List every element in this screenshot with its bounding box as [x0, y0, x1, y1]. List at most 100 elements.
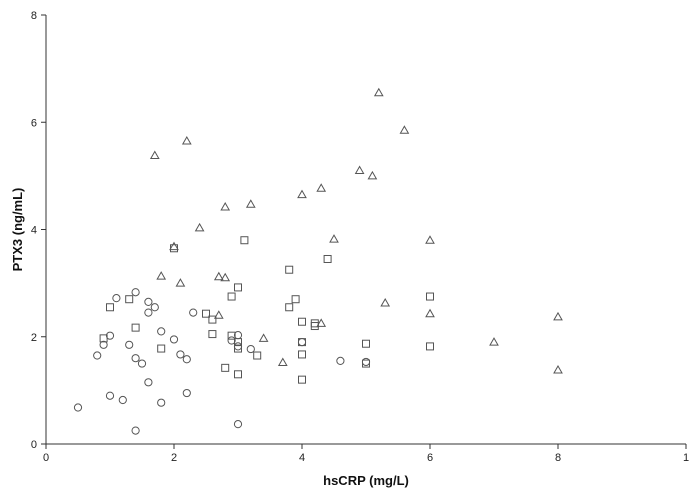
circle-point — [99, 340, 108, 349]
y-tick-label: 6 — [31, 117, 37, 129]
triangle-point — [149, 150, 160, 159]
circle-point — [137, 359, 147, 368]
circle-point — [227, 336, 236, 345]
triangle-point — [425, 308, 435, 318]
x-tick-label: 8 — [555, 452, 561, 464]
square-point — [426, 342, 434, 351]
square-point — [106, 303, 114, 312]
circle-point — [112, 294, 121, 303]
square-point — [298, 338, 306, 347]
square-point — [157, 344, 166, 353]
square-point — [99, 334, 108, 343]
square-point — [298, 317, 306, 326]
square-point — [234, 344, 242, 353]
circle-point — [73, 403, 83, 412]
circle-point — [189, 308, 198, 317]
triangle-point — [297, 189, 307, 199]
triangle-point — [553, 311, 563, 321]
triangle-point — [425, 235, 435, 244]
triangle-point — [175, 278, 186, 287]
circle-point — [233, 342, 243, 351]
triangle-point — [316, 318, 327, 327]
triangle-point — [245, 199, 256, 208]
x-tick-label: 4 — [299, 452, 305, 464]
triangle-point — [373, 87, 384, 97]
square-point — [125, 295, 134, 304]
circle-point — [361, 357, 371, 367]
square-point — [285, 265, 294, 274]
square-point — [234, 370, 242, 379]
circle-point — [131, 426, 140, 435]
square-point — [227, 292, 236, 301]
circle-point — [144, 378, 153, 387]
triangle-point — [380, 297, 391, 307]
y-axis-title: PTX3 (ng/mL) — [10, 188, 25, 272]
triangle-point — [220, 272, 231, 282]
square-point — [170, 244, 178, 253]
circle-point — [169, 335, 179, 344]
circle-point — [233, 420, 243, 429]
square-point — [362, 359, 370, 368]
triangle-point — [213, 271, 224, 281]
square-point — [208, 330, 217, 339]
triangle-point — [181, 136, 192, 145]
triangle-point — [354, 165, 365, 175]
circle-point — [105, 331, 115, 340]
circle-point — [246, 344, 255, 354]
square-point — [240, 236, 249, 245]
square-point — [285, 303, 294, 312]
square-point — [202, 309, 210, 318]
y-tick-label: 4 — [31, 225, 37, 237]
circle-point — [150, 303, 159, 312]
square-point — [253, 351, 262, 360]
triangle-point — [329, 234, 339, 243]
triangle-point — [553, 364, 563, 374]
triangle-point — [258, 333, 269, 342]
triangle-point — [277, 357, 288, 366]
circle-point — [125, 340, 134, 349]
triangle-point — [220, 201, 231, 211]
x-axis-title: hsCRP (mg/L) — [323, 473, 409, 488]
circle-point — [118, 395, 127, 405]
triangle-point — [367, 170, 378, 180]
circle-point — [131, 354, 140, 363]
triangle-point — [213, 310, 224, 319]
axes — [41, 14, 687, 449]
square-point — [362, 339, 370, 348]
triangle-point — [156, 271, 167, 280]
circle-point — [336, 356, 345, 365]
square-point — [298, 350, 306, 359]
circle-point — [297, 338, 307, 347]
data-points — [73, 87, 563, 435]
square-point — [298, 375, 306, 384]
circle-point — [144, 297, 153, 306]
square-point — [234, 338, 242, 347]
y-tick-label: 0 — [31, 439, 37, 451]
triangle-point — [316, 183, 327, 192]
triangle-point — [194, 222, 205, 232]
x-tick-label: 2 — [171, 452, 177, 464]
square-point — [208, 315, 217, 324]
circle-point — [182, 388, 191, 398]
circle-point — [144, 308, 153, 317]
circle-point — [93, 351, 102, 360]
x-tick-label: 1 — [683, 452, 689, 464]
circle-point — [157, 327, 166, 336]
circle-point — [157, 398, 166, 407]
circle-point — [182, 355, 191, 364]
square-point — [131, 323, 140, 332]
triangle-point — [169, 241, 179, 251]
square-point — [291, 295, 300, 304]
x-tick-label: 0 — [43, 452, 49, 464]
circle-point — [131, 288, 140, 297]
square-point — [227, 331, 236, 340]
x-tick-label: 6 — [427, 452, 433, 464]
y-tick-label: 8 — [31, 10, 37, 22]
circle-point — [176, 350, 185, 359]
triangle-point — [399, 125, 410, 134]
square-point — [221, 363, 230, 372]
triangle-point — [489, 337, 499, 346]
square-point — [426, 292, 434, 301]
